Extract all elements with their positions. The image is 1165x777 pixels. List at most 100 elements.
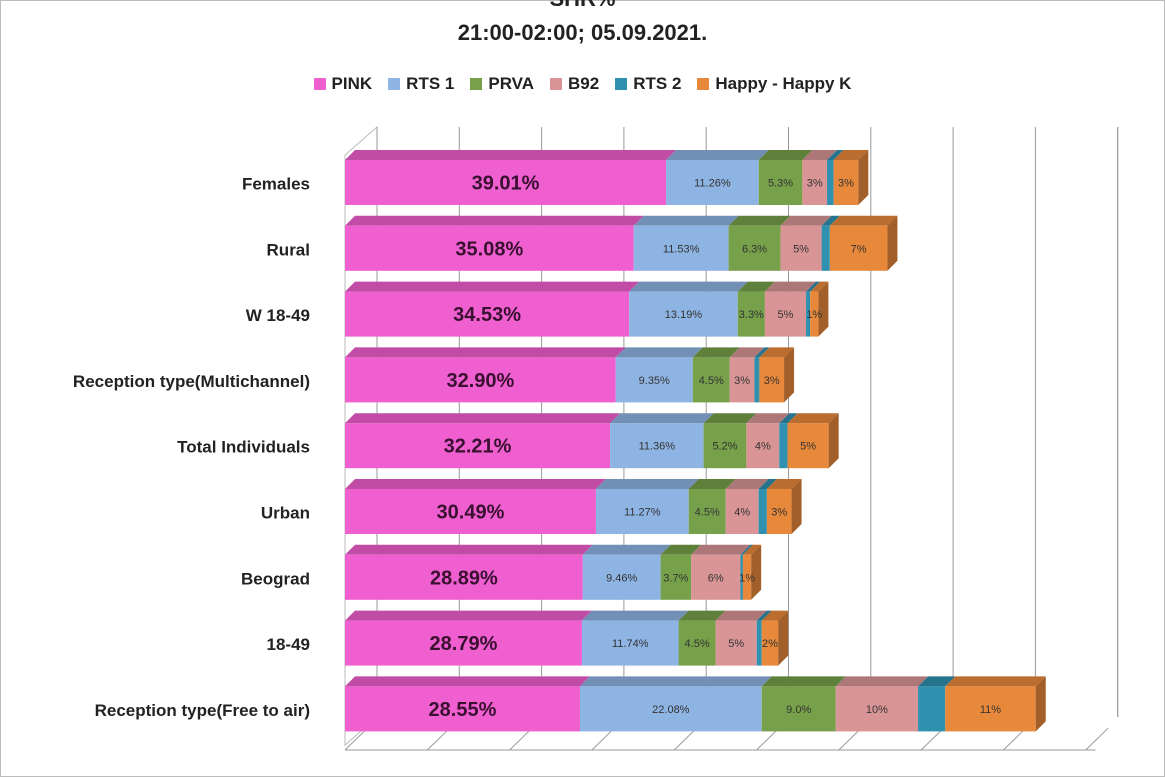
- data-label: 11.26%: [694, 178, 731, 190]
- data-label: 9.35%: [639, 375, 670, 387]
- bar-top: [615, 347, 703, 358]
- legend-swatch: [697, 78, 710, 90]
- bar-top: [779, 413, 798, 424]
- bar-side: [778, 610, 789, 666]
- bar-segment: [802, 160, 828, 205]
- data-label: 1%: [806, 309, 822, 321]
- data-label: 11.53%: [663, 243, 700, 255]
- bar-segment: [633, 225, 729, 271]
- bar-segment: [715, 620, 757, 666]
- data-label: 4.5%: [699, 375, 724, 387]
- category-label: Rural: [267, 240, 310, 259]
- bar-segment: [729, 357, 755, 403]
- category-label: 18-49: [267, 635, 310, 654]
- bar-side: [791, 479, 802, 534]
- bar-segment: [678, 620, 716, 666]
- bar-segment: [758, 160, 803, 205]
- data-label: 3%: [764, 375, 780, 387]
- data-label: 34.53%: [453, 304, 521, 326]
- bar-segment: [737, 291, 765, 337]
- bar-top: [345, 544, 593, 555]
- bar-top: [660, 544, 702, 555]
- bar-segment: [581, 620, 679, 666]
- data-label: 4%: [734, 507, 750, 519]
- category-label: W 18-49: [246, 306, 310, 325]
- bar-top: [345, 676, 590, 687]
- bar-top: [345, 610, 592, 621]
- legend-label: PINK: [331, 74, 373, 93]
- bar-segment: [806, 291, 811, 337]
- bar-side: [858, 150, 869, 205]
- bar-side: [887, 215, 898, 271]
- bar-top: [761, 676, 846, 687]
- chart-subtitle: 21:00-02:00; 05.09.2021.: [457, 20, 708, 45]
- bar-segment: [610, 423, 704, 469]
- data-label: 28.55%: [429, 699, 497, 721]
- bar-segment: [703, 423, 747, 469]
- data-label: 3%: [838, 178, 854, 190]
- data-label: 5.2%: [712, 441, 737, 453]
- data-label: 30.49%: [437, 502, 505, 524]
- bar-top: [725, 479, 769, 489]
- legend-item: Happy - Happy K: [697, 74, 851, 94]
- bar-top: [821, 215, 840, 226]
- data-label: 3%: [771, 507, 787, 519]
- bar-segment: [345, 620, 582, 666]
- legend-item: B92: [550, 74, 599, 94]
- data-label: 11.36%: [639, 441, 676, 453]
- legend-label: PRVA: [488, 74, 535, 93]
- bar-top: [829, 215, 898, 226]
- bar-segment: [629, 291, 738, 337]
- bar-segment: [345, 225, 634, 271]
- bar-top: [918, 676, 956, 687]
- bar-segment: [692, 357, 730, 403]
- category-label: Reception type(Free to air): [95, 701, 310, 720]
- legend-swatch: [470, 78, 483, 90]
- bar-side: [828, 413, 839, 469]
- legend-item: PINK: [313, 74, 373, 94]
- data-label: 39.01%: [472, 173, 540, 195]
- data-label: 4%: [755, 441, 771, 453]
- data-label: 10%: [866, 704, 888, 716]
- bar-side: [818, 281, 829, 337]
- floor-gridline: [426, 727, 451, 751]
- bar-top: [742, 544, 762, 555]
- bar-segment: [787, 423, 829, 469]
- bar-segment: [345, 686, 580, 732]
- bar-top: [579, 676, 772, 687]
- bar-side: [1035, 676, 1046, 732]
- data-label: 32.90%: [446, 370, 514, 392]
- category-label: Urban: [261, 504, 310, 523]
- bar-top: [761, 610, 789, 621]
- chart-title: SHR%: [0, 0, 1165, 12]
- bar-top: [595, 479, 699, 489]
- bar-segment: [746, 423, 780, 469]
- bar-top: [581, 610, 689, 621]
- floor-gridline: [344, 727, 368, 751]
- bar-top: [758, 479, 777, 489]
- data-label: 6.3%: [742, 243, 767, 255]
- bar-segment: [759, 357, 785, 403]
- floor-gridline: [673, 727, 697, 751]
- bar-segment: [761, 620, 779, 666]
- data-label: 11.27%: [624, 507, 661, 519]
- legend-label: Happy - Happy K: [715, 74, 852, 93]
- legend-item: RTS 2: [615, 74, 681, 94]
- legend-swatch: [313, 78, 326, 90]
- bar-top: [806, 281, 821, 292]
- bar-segment: [728, 225, 781, 271]
- bar-top: [759, 347, 795, 358]
- floor-gridline: [509, 727, 533, 751]
- legend-swatch: [388, 78, 401, 90]
- bar-segment: [761, 686, 836, 732]
- floor-gridline: [756, 727, 780, 751]
- legend-label: RTS 2: [633, 74, 682, 93]
- bar-segment: [821, 225, 830, 271]
- data-label: 11.74%: [612, 638, 649, 650]
- legend-swatch: [550, 78, 563, 90]
- bar-top: [827, 150, 844, 160]
- bar-segment: [595, 489, 689, 534]
- bar-segment: [666, 160, 759, 205]
- data-label: 5.3%: [768, 178, 793, 190]
- bar-segment: [345, 489, 596, 534]
